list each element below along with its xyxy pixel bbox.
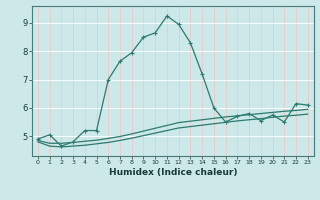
X-axis label: Humidex (Indice chaleur): Humidex (Indice chaleur)	[108, 168, 237, 177]
